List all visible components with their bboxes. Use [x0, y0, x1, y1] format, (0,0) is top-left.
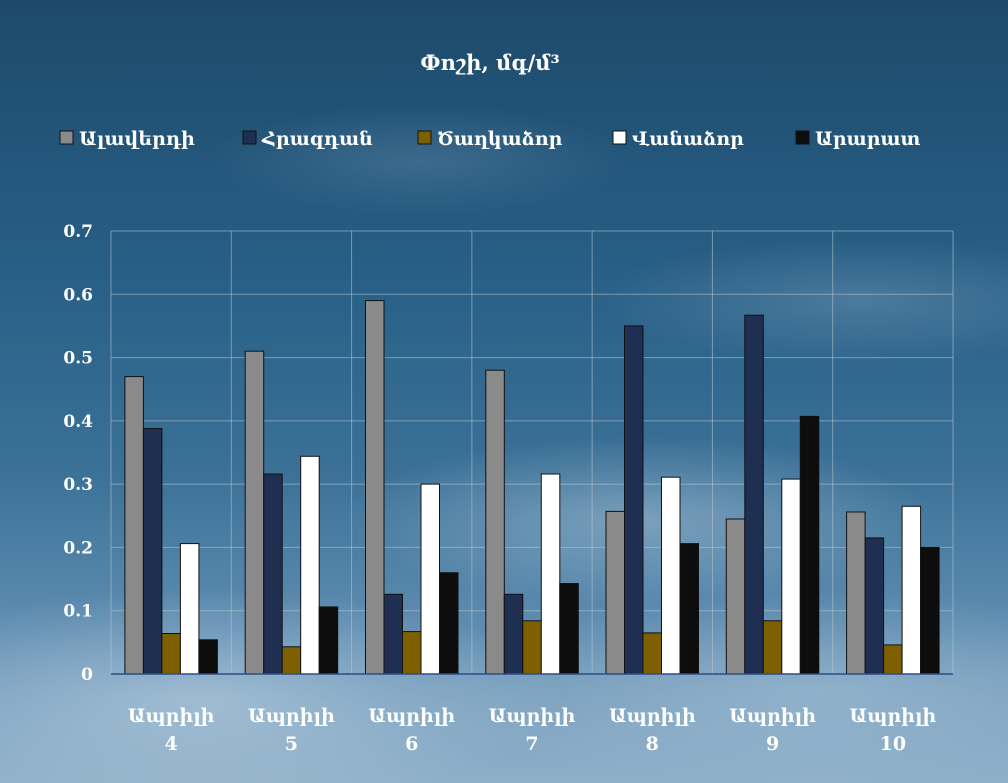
bar: [864, 537, 885, 675]
x-tick-label: Ապրիլի: [609, 705, 696, 727]
bar: [503, 593, 524, 675]
legend-swatch: [612, 130, 627, 145]
x-tick-label: 7: [525, 733, 538, 755]
grid: [110, 230, 954, 675]
bar: [901, 505, 922, 675]
bar: [420, 483, 440, 675]
bar: [920, 546, 940, 675]
bar: [281, 646, 302, 675]
y-tick-label: 0.6: [63, 285, 93, 305]
bars: [124, 300, 940, 675]
x-axis: Ապրիլի 4 Ապրիլի 5 Ապրիլի 6 Ապրիլի 7 Ապրիլի 8 Ապրիլ…: [111, 673, 953, 755]
bar: [781, 478, 801, 675]
legend-label: Ալավերդի: [79, 128, 195, 150]
legend-swatch: [795, 130, 810, 145]
bar: [383, 593, 403, 675]
bar: [263, 473, 283, 675]
x-tick-label: 5: [285, 733, 298, 755]
x-tick-label: 10: [880, 733, 906, 755]
bar: [540, 473, 561, 675]
x-tick-label: Ապրիլի: [849, 705, 936, 727]
bar: [762, 620, 783, 675]
bar: [142, 428, 163, 675]
bar: [124, 376, 144, 675]
y-tick-label: 0.5: [63, 349, 93, 369]
bar: [365, 300, 385, 675]
y-tick-label: 0.1: [63, 602, 93, 622]
bar: [300, 455, 320, 675]
legend-label: Ծաղկաձոր: [437, 128, 563, 150]
bar: [624, 325, 644, 675]
x-tick-label: Ապրիլի: [368, 705, 455, 727]
bar: [318, 606, 339, 675]
x-tick-label: Ապրիլի: [248, 705, 335, 727]
legend-swatch: [417, 130, 432, 145]
y-tick-label: 0.4: [63, 412, 93, 432]
bar: [605, 510, 625, 675]
legend-label: Հրազդան: [261, 128, 373, 150]
legend-label: Վանաձոր: [632, 128, 744, 150]
legend-swatch: [242, 130, 257, 145]
x-tick-label: 9: [766, 733, 779, 755]
bar: [244, 350, 265, 675]
bar: [179, 543, 200, 675]
x-tick-label: 8: [646, 733, 659, 755]
bar: [439, 572, 459, 675]
x-tick-label: 4: [165, 733, 178, 755]
y-tick-label: 0: [81, 665, 93, 685]
bar: [161, 633, 181, 675]
bar: [799, 415, 820, 675]
x-tick-label: 6: [405, 733, 418, 755]
bar: [485, 369, 505, 675]
y-tick-label: 0.3: [63, 475, 93, 495]
legend: Ալավերդի Հրազդան Ծաղկաձոր Վանաձոր Արարատ: [59, 128, 920, 150]
bar: [661, 476, 681, 675]
chart-title: Փոշի, մգ/մ³: [420, 50, 559, 75]
bar: [883, 644, 903, 675]
y-tick-label: 0.2: [63, 538, 93, 558]
y-tick-label: 0.7: [63, 222, 93, 242]
bar: [402, 631, 422, 675]
x-tick-label: Ապրիլի: [128, 705, 215, 727]
bar: [642, 632, 662, 675]
bar: [522, 620, 542, 675]
x-tick-label: Ապրիլի: [489, 705, 576, 727]
bar: [846, 511, 866, 675]
legend-label: Արարատ: [815, 128, 920, 150]
x-tick-label: Ապրիլի: [729, 705, 816, 727]
bar: [198, 639, 218, 675]
legend-swatch: [59, 130, 74, 145]
bar: [679, 543, 699, 675]
y-axis: 0 0.1 0.2 0.3 0.4 0.5 0.6 0.7: [63, 222, 93, 685]
bar: [559, 583, 579, 675]
bar: [744, 314, 764, 675]
bar: [725, 518, 746, 675]
